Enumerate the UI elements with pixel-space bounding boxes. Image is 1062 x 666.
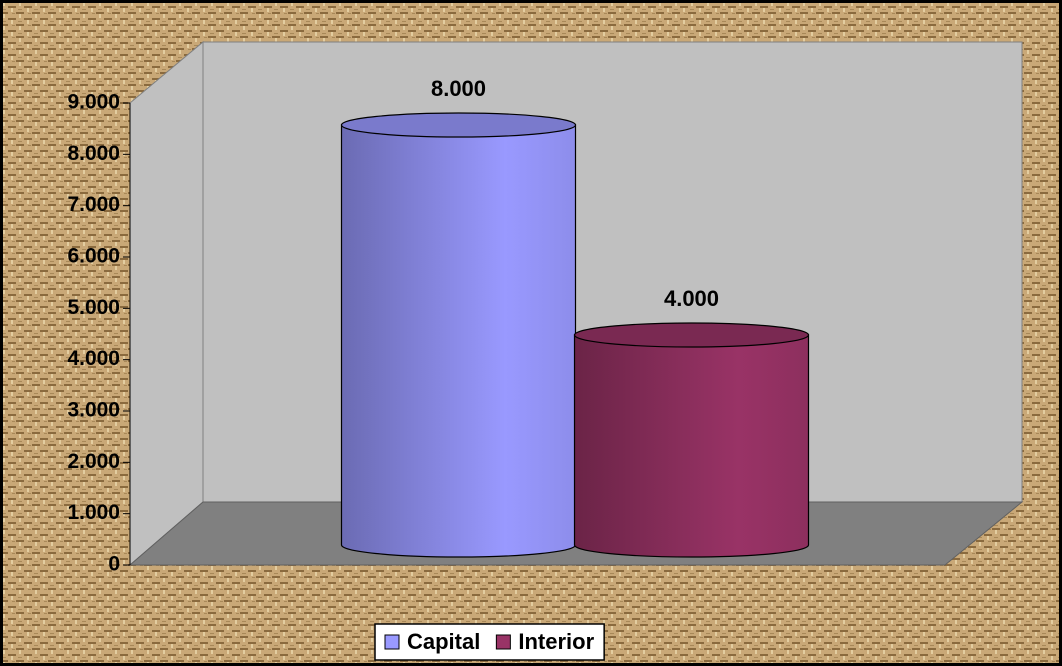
legend-swatch	[495, 634, 511, 650]
y-tick-label: 3.000	[67, 399, 120, 422]
y-tick-label: 4.000	[67, 347, 120, 370]
y-tick-label: 2.000	[67, 450, 120, 473]
bar	[573, 334, 810, 558]
y-tick-label: 8.000	[67, 142, 120, 165]
y-tick-label: 6.000	[67, 245, 120, 268]
y-tick-label: 9.000	[67, 91, 120, 114]
bar-top	[340, 112, 577, 138]
bar-top	[573, 322, 810, 348]
bar	[340, 124, 577, 558]
y-tick-label: 7.000	[67, 193, 120, 216]
legend-label: Capital	[407, 629, 480, 654]
y-tick-label: 5.000	[67, 296, 120, 319]
data-label: 4.000	[664, 286, 719, 311]
y-tick-label: 1.000	[67, 501, 120, 524]
side-wall	[129, 40, 204, 567]
y-tick-label: 0	[108, 553, 120, 576]
legend-label: Interior	[518, 629, 594, 654]
legend-swatch	[384, 634, 400, 650]
data-label: 8.000	[431, 76, 486, 101]
legend	[374, 623, 605, 661]
